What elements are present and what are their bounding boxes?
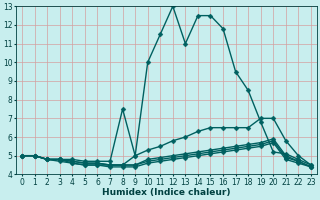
- X-axis label: Humidex (Indice chaleur): Humidex (Indice chaleur): [102, 188, 231, 197]
